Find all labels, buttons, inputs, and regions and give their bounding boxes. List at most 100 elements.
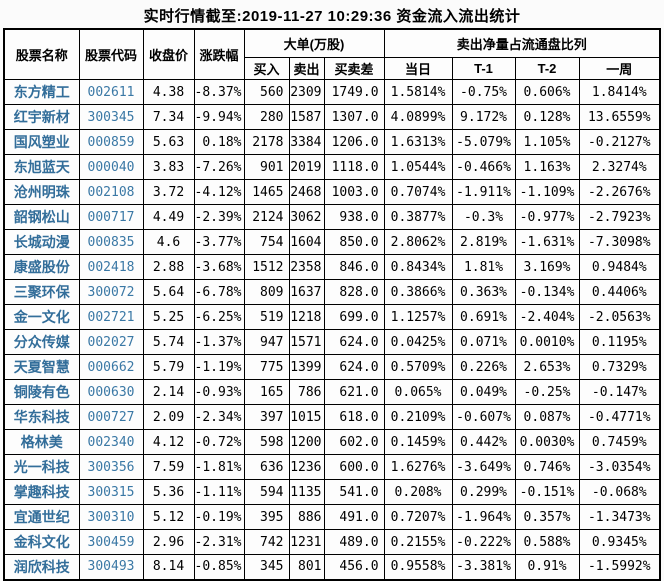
stock-name-link[interactable]: 康盛股份 — [3, 254, 80, 280]
sell-volume-value: 3384 — [288, 129, 325, 155]
stock-name-link[interactable]: 韶钢松山 — [3, 204, 80, 230]
close-price-value: 8.14 — [142, 554, 195, 580]
close-price-value: 5.25 — [142, 304, 195, 330]
net-sell-t2-value: 0.91% — [514, 554, 580, 580]
stock-code-link[interactable]: 300356 — [78, 454, 144, 480]
buy-volume-value: 395 — [243, 504, 290, 530]
stock-name-link[interactable]: 长城动漫 — [3, 229, 80, 255]
sell-volume-value: 1231 — [288, 529, 325, 555]
stock-name-link[interactable]: 光一科技 — [3, 454, 80, 480]
buy-sell-diff-value: 624.0 — [323, 329, 385, 355]
net-sell-week-value: 0.7329% — [578, 354, 661, 380]
stock-code-link[interactable]: 002721 — [78, 304, 144, 330]
table-row: 格林美 002340 4.12 -0.72% 598 1200 602.0 0.… — [3, 429, 661, 455]
net-sell-today-value: 0.7074% — [383, 179, 453, 205]
buy-sell-diff-value: 1118.0 — [323, 154, 385, 180]
stock-name-link[interactable]: 铜陵有色 — [3, 379, 80, 405]
net-sell-t1-value: -1.911% — [451, 179, 516, 205]
sell-volume-value: 1604 — [288, 229, 325, 255]
close-price-value: 4.49 — [142, 204, 195, 230]
stock-code-link[interactable]: 000040 — [78, 154, 144, 180]
stock-name-link[interactable]: 金一文化 — [3, 304, 80, 330]
stock-name-link[interactable]: 分众传媒 — [3, 329, 80, 355]
net-sell-today-value: 0.2109% — [383, 404, 453, 430]
stock-code-link[interactable]: 300310 — [78, 504, 144, 530]
stock-code-link[interactable]: 000859 — [78, 129, 144, 155]
net-sell-week-value: -0.4771% — [578, 404, 661, 430]
buy-sell-diff-value: 602.0 — [323, 429, 385, 455]
sell-volume-value: 2019 — [288, 154, 325, 180]
close-price-value: 5.79 — [142, 354, 195, 380]
stock-name-link[interactable]: 国风塑业 — [3, 129, 80, 155]
net-sell-t2-value: -2.404% — [514, 304, 580, 330]
stock-name-link[interactable]: 红宇新材 — [3, 104, 80, 130]
col-group-net-sell: 卖出净量占流通盘比列 — [383, 28, 661, 58]
col-header-week: 一周 — [578, 57, 661, 80]
buy-sell-diff-value: 1003.0 — [323, 179, 385, 205]
stock-name-link[interactable]: 天夏智慧 — [3, 354, 80, 380]
buy-sell-diff-value: 938.0 — [323, 204, 385, 230]
buy-volume-value: 165 — [243, 379, 290, 405]
table-row: 润欣科技 300493 8.14 -0.85% 345 801 456.0 0.… — [3, 554, 661, 580]
stock-name-link[interactable]: 沧州明珠 — [3, 179, 80, 205]
stock-code-link[interactable]: 300315 — [78, 479, 144, 505]
buy-volume-value: 280 — [243, 104, 290, 130]
net-sell-t1-value: -5.079% — [451, 129, 516, 155]
net-sell-week-value: -2.2676% — [578, 179, 661, 205]
change-pct-value: -2.39% — [193, 204, 245, 230]
stock-name-link[interactable]: 东旭蓝天 — [3, 154, 80, 180]
stock-code-link[interactable]: 000630 — [78, 379, 144, 405]
stock-code-link[interactable]: 002340 — [78, 429, 144, 455]
change-pct-value: -0.93% — [193, 379, 245, 405]
col-header-buy: 买入 — [243, 57, 290, 80]
stock-code-link[interactable]: 002027 — [78, 329, 144, 355]
close-price-value: 2.14 — [142, 379, 195, 405]
stock-code-link[interactable]: 002108 — [78, 179, 144, 205]
close-price-value: 3.72 — [142, 179, 195, 205]
net-sell-t1-value: -0.3% — [451, 204, 516, 230]
net-sell-week-value: 0.9345% — [578, 529, 661, 555]
sell-volume-value: 1587 — [288, 104, 325, 130]
change-pct-value: 0.18% — [193, 129, 245, 155]
stock-code-link[interactable]: 300493 — [78, 554, 144, 580]
stock-name-link[interactable]: 三聚环保 — [3, 279, 80, 305]
table-row: 光一科技 300356 7.59 -1.81% 636 1236 600.0 1… — [3, 454, 661, 480]
buy-volume-value: 809 — [243, 279, 290, 305]
stock-name-link[interactable]: 掌趣科技 — [3, 479, 80, 505]
stock-code-link[interactable]: 300072 — [78, 279, 144, 305]
net-sell-today-value: 0.1459% — [383, 429, 453, 455]
net-sell-today-value: 0.065% — [383, 379, 453, 405]
col-header-t2: T-2 — [514, 57, 580, 80]
net-sell-t2-value: 1.163% — [514, 154, 580, 180]
stock-code-link[interactable]: 000717 — [78, 204, 144, 230]
stock-code-link[interactable]: 002418 — [78, 254, 144, 280]
stock-name-link[interactable]: 宜通世纪 — [3, 504, 80, 530]
sell-volume-value: 801 — [288, 554, 325, 580]
stock-code-link[interactable]: 000727 — [78, 404, 144, 430]
table-row: 分众传媒 002027 5.74 -1.37% 947 1571 624.0 0… — [3, 329, 661, 355]
change-pct-value: -1.37% — [193, 329, 245, 355]
stock-name-link[interactable]: 东方精工 — [3, 79, 80, 105]
table-row: 康盛股份 002418 2.88 -3.68% 1512 2358 846.0 … — [3, 254, 661, 280]
change-pct-value: -0.72% — [193, 429, 245, 455]
net-sell-week-value: 2.3274% — [578, 154, 661, 180]
stock-code-link[interactable]: 000662 — [78, 354, 144, 380]
net-sell-today-value: 0.7207% — [383, 504, 453, 530]
stock-code-link[interactable]: 000835 — [78, 229, 144, 255]
net-sell-today-value: 2.8062% — [383, 229, 453, 255]
net-sell-today-value: 0.8434% — [383, 254, 453, 280]
col-header-close-price: 收盘价 — [142, 28, 195, 80]
buy-sell-diff-value: 1307.0 — [323, 104, 385, 130]
close-price-value: 7.59 — [142, 454, 195, 480]
stock-code-link[interactable]: 300345 — [78, 104, 144, 130]
buy-volume-value: 775 — [243, 354, 290, 380]
stock-name-link[interactable]: 格林美 — [3, 429, 80, 455]
stock-name-link[interactable]: 金科文化 — [3, 529, 80, 555]
change-pct-value: -3.77% — [193, 229, 245, 255]
table-row: 铜陵有色 000630 2.14 -0.93% 165 786 621.0 0.… — [3, 379, 661, 405]
stock-code-link[interactable]: 002611 — [78, 79, 144, 105]
stock-code-link[interactable]: 300459 — [78, 529, 144, 555]
table-row: 韶钢松山 000717 4.49 -2.39% 2124 3062 938.0 … — [3, 204, 661, 230]
stock-name-link[interactable]: 华东科技 — [3, 404, 80, 430]
stock-name-link[interactable]: 润欣科技 — [3, 554, 80, 580]
